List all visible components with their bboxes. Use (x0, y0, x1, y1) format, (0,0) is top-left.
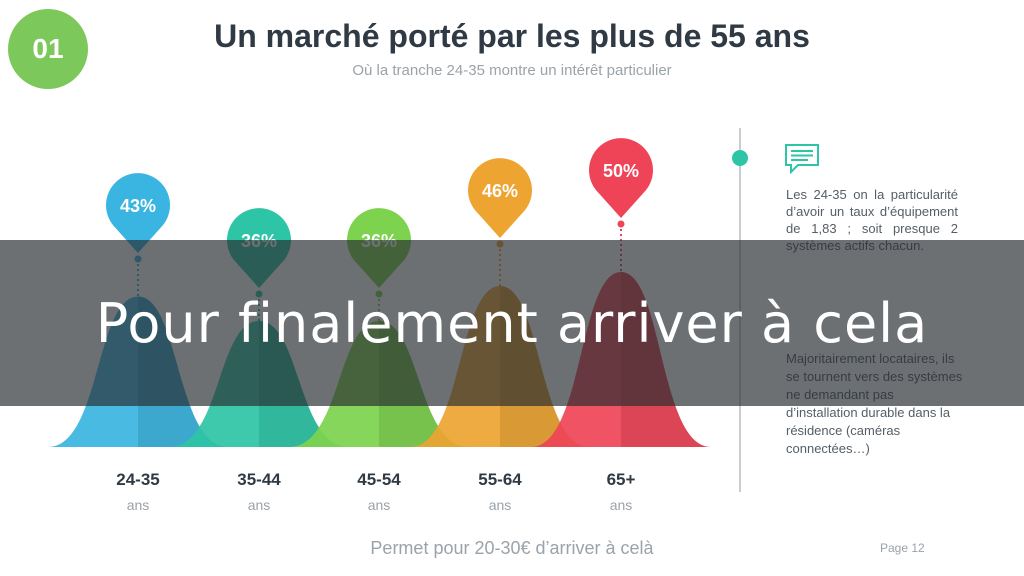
section-number-badge: 01 (8, 9, 88, 89)
caption-overlay-band (0, 240, 1024, 406)
page-label: Page (880, 541, 909, 555)
pin-24-35 (106, 173, 171, 253)
category-label-65+: 65+ (606, 470, 636, 489)
category-unit-55-64: ans (488, 497, 512, 513)
page-number: Page 12 (880, 541, 925, 555)
footer-text: Permet pour 20-30€ d’arriver à celà (370, 538, 654, 558)
value-label-65+: 50% (603, 161, 639, 181)
category-label-35-44: 35-44 (237, 470, 281, 489)
comment-icon (784, 143, 820, 180)
page-title: Un marché porté par les plus de 55 ans (214, 18, 810, 54)
category-label-24-35: 24-35 (116, 470, 160, 489)
category-unit-45-54: ans (367, 497, 391, 513)
page-number-value: 12 (911, 541, 925, 555)
category-label-45-54: 45-54 (357, 470, 401, 489)
category-unit-24-35: ans (126, 497, 150, 513)
category-unit-35-44: ans (247, 497, 271, 513)
category-label-55-64: 55-64 (478, 470, 522, 489)
timeline-dot (732, 150, 748, 166)
page-subtitle: Où la tranche 24-35 montre un intérêt pa… (352, 62, 672, 79)
pin-65+ (589, 138, 653, 218)
category-unit-65+: ans (609, 497, 633, 513)
value-label-24-35: 43% (120, 196, 156, 216)
pin-anchor-65+ (617, 220, 625, 228)
caption-overlay-text: Pour finalement arriver à cela (95, 291, 929, 355)
pin-55-64 (468, 158, 532, 238)
value-label-55-64: 46% (482, 181, 518, 201)
